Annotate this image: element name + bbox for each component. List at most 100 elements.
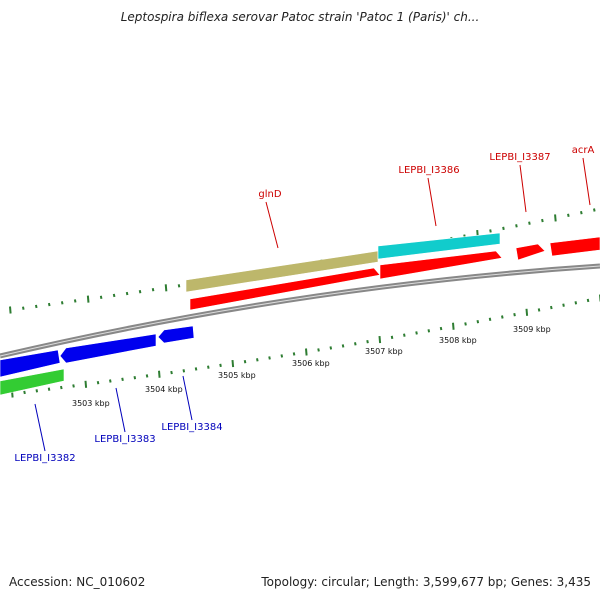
leader-LEPBI_I3387 [519,164,527,213]
inner-tick [182,369,186,373]
gene-label-LEPBI_I3387: LEPBI_I3387 [489,152,550,163]
outer-tick [9,306,12,314]
inner-tick [35,389,39,393]
inner-tick [170,370,173,375]
outer-tick [489,229,492,233]
inner-tick [354,342,357,346]
gene-label-LEPBI_I3382: LEPBI_I3382 [14,453,75,464]
inner-tick [194,367,198,371]
gene-feature-glnD-gene [185,250,379,293]
inner-tick [256,358,259,362]
outer-tick [177,284,181,288]
outer-tick [73,299,77,303]
feature-track [0,232,600,396]
scale-label: 3503 kbp [72,399,110,408]
inner-tick [415,331,418,335]
outer-tick [593,208,596,212]
inner-tick [403,333,406,337]
inner-tick [145,374,149,378]
inner-tick [562,303,565,307]
scale-label: 3507 kbp [365,347,403,356]
gene-feature-acrA-cds [549,236,600,257]
inner-tick [586,298,590,303]
leader-LEPBI_I3384 [182,375,193,421]
outer-tick [47,302,51,307]
inner-tick [501,315,504,319]
inner-tick [525,308,529,316]
gene-feature-LEPBI_I3384-cds [157,325,195,344]
scale-label: 3504 kbp [145,385,183,394]
outer-tick [554,214,557,222]
scale-label: 3509 kbp [513,325,551,334]
inner-tick [550,305,553,310]
inner-tick [427,329,431,333]
outer-tick [138,289,142,294]
accession-text: Accession: NC_010602 [9,575,146,589]
outer-tick [151,288,155,292]
inner-tick [121,377,124,382]
inner-tick [133,375,137,380]
gene-feature-LEPBI_I3386-cds [379,250,503,280]
outer-tick [528,221,531,225]
inner-tick [219,363,222,368]
inner-tick [317,348,320,352]
inner-tick [488,317,492,322]
inner-tick [72,384,75,388]
inner-tick [60,385,63,390]
outer-tick [125,291,129,296]
inner-tick [378,335,382,344]
scale-label: 3506 kbp [292,359,330,368]
inner-tick [476,319,480,324]
inner-tick [574,301,578,305]
inner-tick [268,356,271,360]
outer-tick [86,295,90,303]
scale-label: 3505 kbp [218,371,256,380]
outer-tick [541,218,544,223]
backbone-line [0,263,600,359]
inner-tick-track [11,294,600,398]
inner-tick [96,380,100,385]
backbone [0,263,600,359]
inner-tick [390,335,394,340]
inner-tick [366,339,369,344]
inner-tick [231,359,235,368]
gene-feature-LEPBI_I3382-cds [0,349,61,378]
gene-label-LEPBI_I3384: LEPBI_I3384 [161,422,222,433]
label-leaders [34,157,591,452]
inner-tick [464,322,467,326]
scale-label: 3508 kbp [439,336,477,345]
gene-label-glnD: glnD [258,189,281,200]
backbone-highlight [0,265,600,357]
label-layer: 3503 kbp 3504 kbp 3505 kbp 3506 kbp 3507 kbp… [14,145,594,464]
outer-tick [99,295,103,299]
gene-feature-LEPBI_I3382-gene [0,368,65,396]
outer-tick [112,293,116,298]
outer-tick [164,284,168,292]
leader-LEPBI_I3383 [115,387,126,433]
inner-tick [243,359,247,364]
map-title: Leptospira biflexa serovar Patoc strain … [120,10,480,24]
outer-tick [34,304,38,309]
gene-label-LEPBI_I3386: LEPBI_I3386 [398,165,459,176]
outer-tick [580,210,583,215]
gene-feature-LEPBI_I3387-cds [515,243,546,261]
inner-tick [305,348,308,356]
outer-tick [60,301,64,305]
inner-tick [23,390,26,395]
gene-label-LEPBI_I3383: LEPBI_I3383 [94,434,155,445]
inner-tick [84,380,88,388]
inner-tick [513,312,516,317]
outer-tick [567,213,570,217]
outer-tick [502,226,505,231]
inner-tick [109,379,112,383]
inner-tick [292,352,296,356]
gene-feature-LEPBI_I3383-cds [59,333,157,364]
inner-tick [158,370,161,378]
leader-LEPBI_I3386 [427,177,437,227]
inner-tick [537,308,541,312]
leader-LEPBI_I3382 [34,403,46,452]
inner-tick [452,322,455,330]
outer-tick [515,224,518,228]
leader-acrA [582,157,591,206]
